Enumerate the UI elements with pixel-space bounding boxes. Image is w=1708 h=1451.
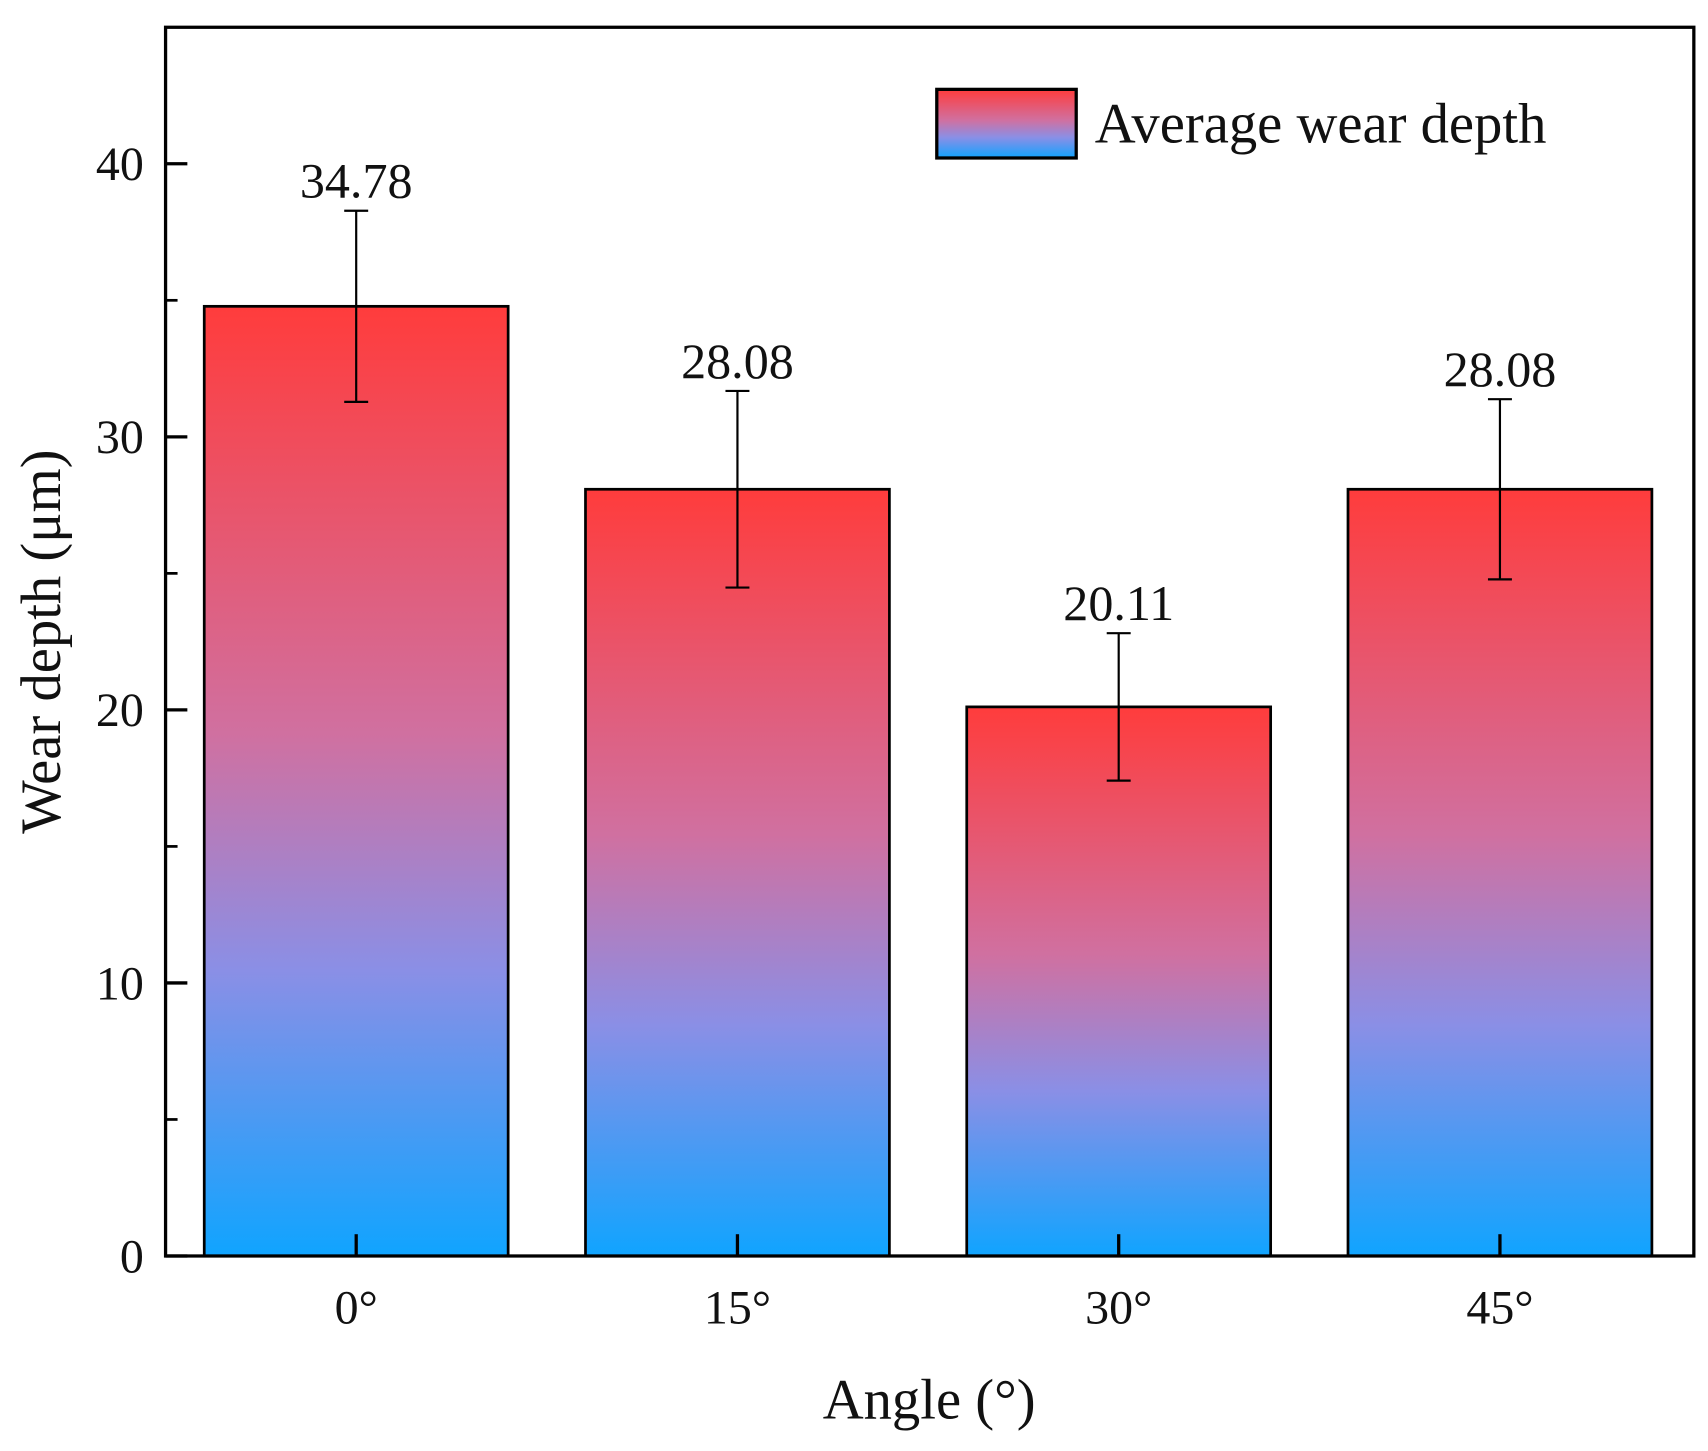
error-bar [1106, 632, 1131, 782]
data-label: 28.08 [681, 333, 794, 389]
legend: Average wear depth [935, 87, 1547, 160]
bar [965, 705, 1273, 1258]
error-bar [725, 389, 750, 589]
x-tick-label: 0° [335, 1282, 378, 1335]
bar [202, 304, 510, 1258]
data-label: 34.78 [300, 153, 413, 209]
x-tick-label: 45° [1466, 1282, 1533, 1335]
x-tick-label: 30° [1085, 1282, 1152, 1335]
y-axis-title: Wear depth (μm) [11, 449, 73, 833]
x-axis-title: Angle (°) [823, 1369, 1036, 1431]
x-tick-label: 15° [704, 1282, 771, 1335]
data-label: 28.08 [1444, 341, 1557, 397]
data-label: 20.11 [1063, 575, 1174, 631]
y-tick-label: 30 [96, 411, 144, 464]
plot-frame [163, 25, 1696, 1258]
y-tick-label: 0 [120, 1230, 144, 1283]
legend-label: Average wear depth [1095, 94, 1547, 156]
legend-swatch [935, 87, 1078, 160]
bar [1346, 487, 1654, 1258]
y-tick-label: 40 [96, 138, 144, 191]
y-tick-label: 20 [96, 684, 144, 737]
y-tick-label: 10 [96, 957, 144, 1010]
bar [584, 487, 891, 1258]
error-bar [344, 209, 369, 403]
error-bar [1487, 398, 1512, 581]
